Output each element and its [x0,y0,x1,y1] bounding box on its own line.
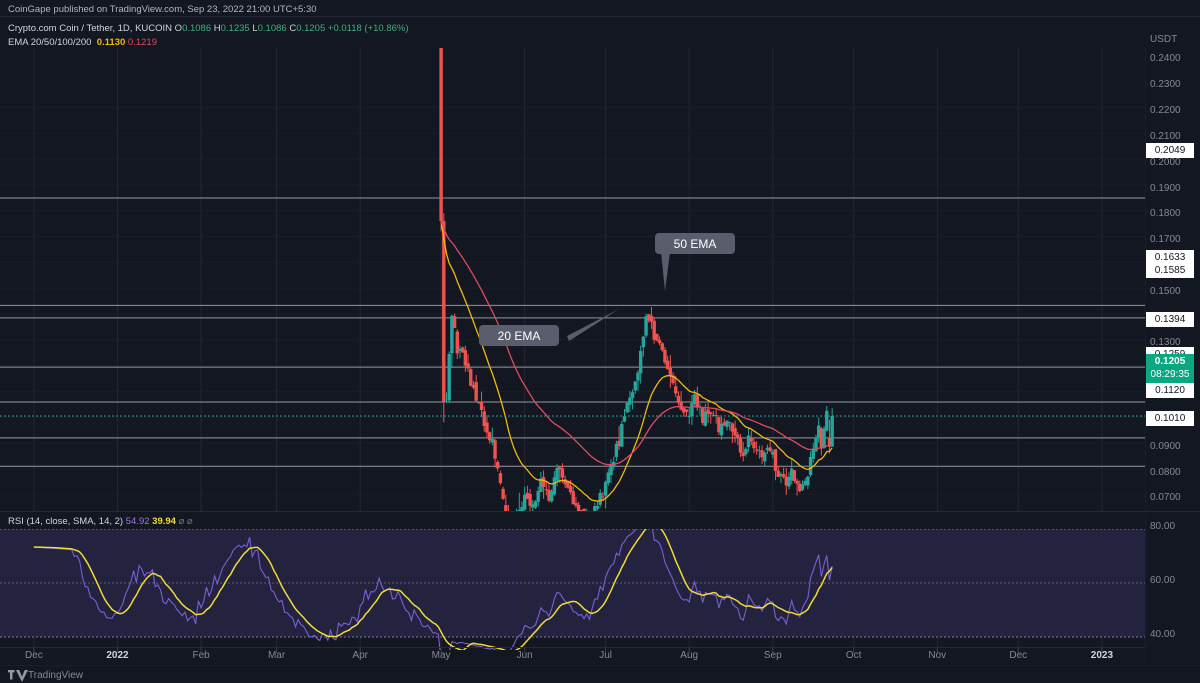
svg-text:20 EMA: 20 EMA [498,329,541,343]
svg-text:50 EMA: 50 EMA [674,237,717,251]
